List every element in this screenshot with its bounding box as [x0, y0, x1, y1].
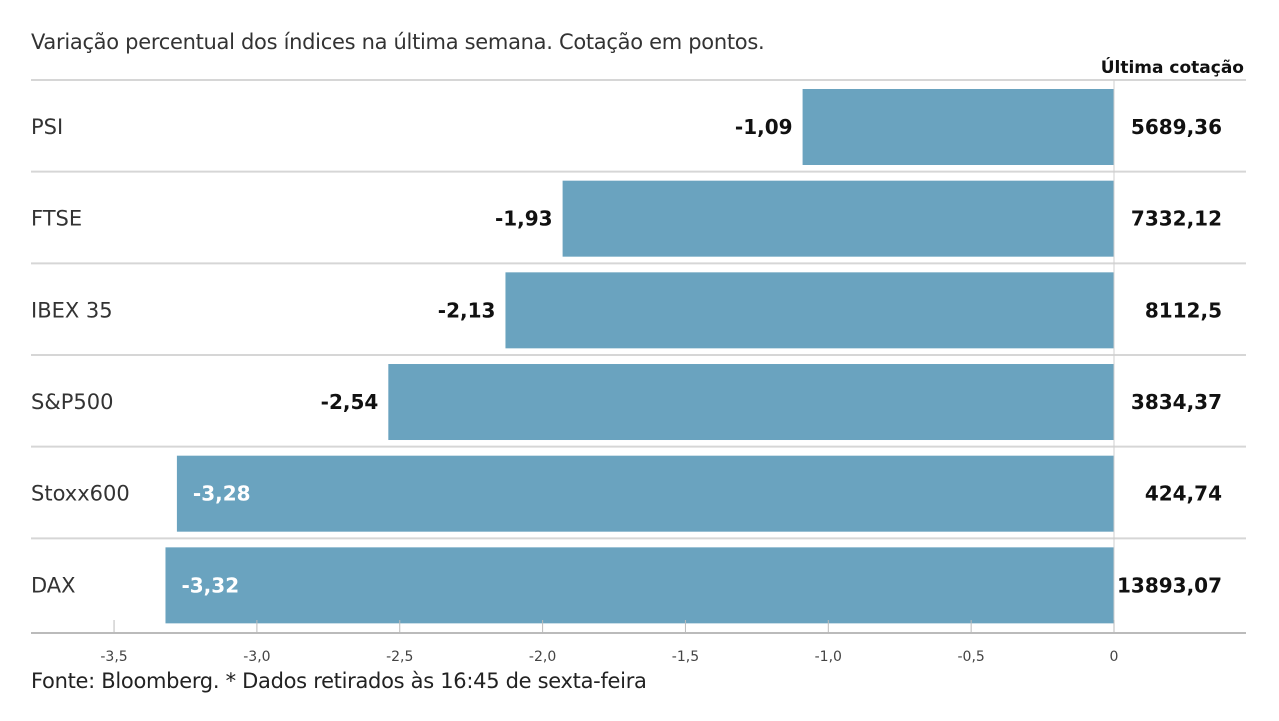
category-label: S&P500: [31, 390, 113, 414]
last-quote-value: 7332,12: [1131, 207, 1222, 231]
labels-group: Última cotação PSI -1,09 5689,36 FTSE -1,93 73…: [31, 56, 1244, 597]
x-axis: -3,5 -3,0 -2,5 -2,0 -1,5 -1,0 -0,5 0: [31, 80, 1246, 665]
x-tick-label: -3,5: [100, 649, 127, 665]
bar-ftse: [562, 180, 1114, 257]
x-tick-label: -2,0: [529, 649, 556, 665]
bar-psi: [802, 89, 1114, 165]
row-separators: [31, 79, 1246, 540]
chart-footnote: Fonte: Bloomberg. * Dados retirados às 1…: [31, 669, 647, 693]
x-tick-label: -3,0: [243, 649, 270, 665]
x-tick-label: 0: [1110, 649, 1119, 665]
last-quote-value: 5689,36: [1131, 115, 1222, 139]
category-label: PSI: [31, 115, 63, 139]
bar-ibex-35: [505, 272, 1115, 349]
category-label: FTSE: [31, 207, 82, 231]
value-label: -3,32: [181, 573, 239, 597]
bar-stoxx600: [176, 455, 1115, 532]
value-label: -1,93: [495, 207, 553, 231]
value-label: -2,54: [321, 390, 379, 414]
x-tick-label: -1,0: [815, 649, 842, 665]
bars-group: [165, 89, 1115, 624]
last-quote-value: 8112,5: [1145, 298, 1222, 322]
category-label: Stoxx600: [31, 482, 130, 506]
last-quote-value: 424,74: [1145, 482, 1222, 506]
last-quote-header: Última cotação: [1101, 56, 1244, 78]
chart-subtitle: Variação percentual dos índices na últim…: [31, 30, 765, 54]
x-tick-label: -2,5: [386, 649, 413, 665]
category-label: DAX: [31, 573, 76, 597]
value-label: -3,28: [193, 482, 251, 506]
x-tick-label: -0,5: [957, 649, 984, 665]
last-quote-value: 3834,37: [1131, 390, 1222, 414]
x-tick-label: -1,5: [672, 649, 699, 665]
bar-s-p500: [388, 364, 1114, 441]
category-label: IBEX 35: [31, 298, 113, 322]
last-quote-value: 13893,07: [1117, 573, 1222, 597]
value-label: -1,09: [735, 115, 793, 139]
bar-dax: [165, 547, 1114, 624]
value-label: -2,13: [438, 298, 496, 322]
